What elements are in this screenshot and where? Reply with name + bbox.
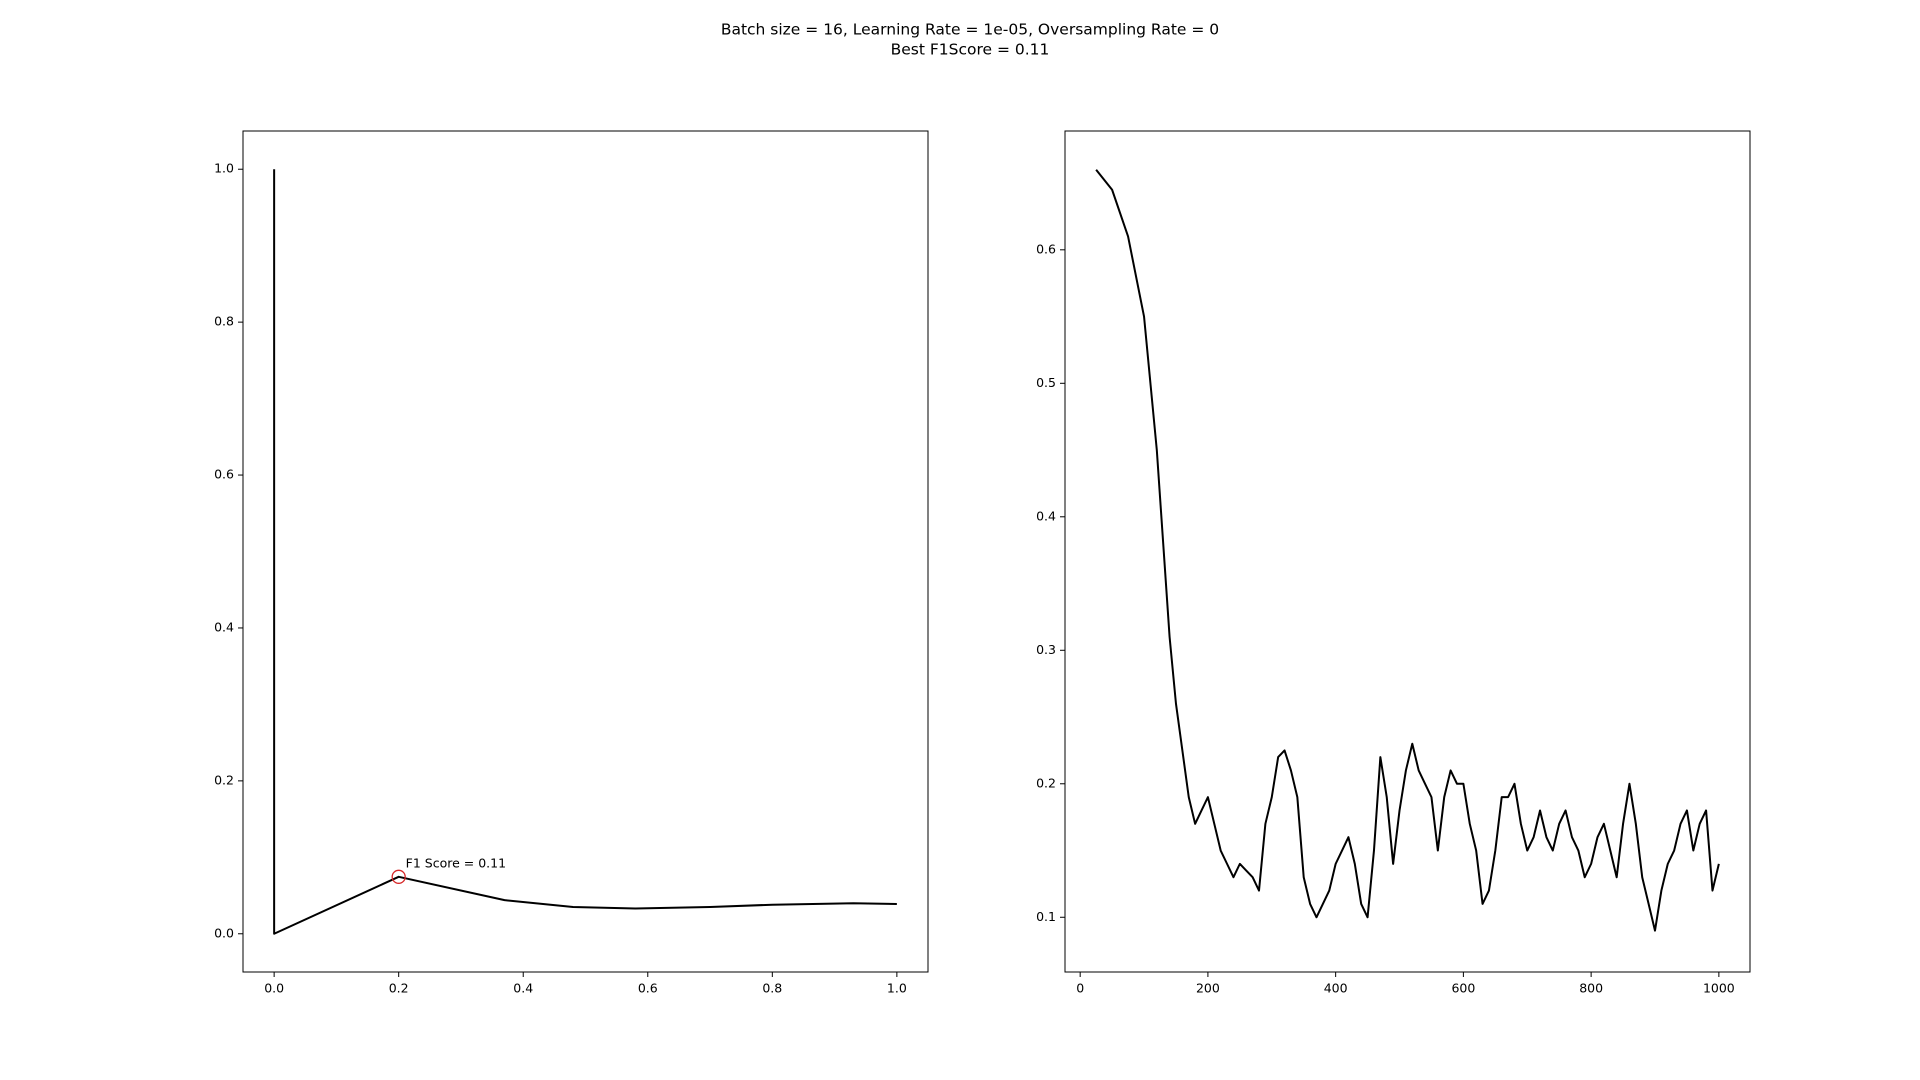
best-point-marker <box>391 869 406 884</box>
x-tick-label: 1000 <box>1703 981 1735 996</box>
x-tick-label: 1.0 <box>887 981 907 996</box>
x-tick-label: 0.4 <box>513 981 533 996</box>
y-tick-label: 0.6 <box>1036 241 1056 256</box>
y-tick-label: 0.4 <box>1036 508 1056 523</box>
y-tick-label: 0.2 <box>1036 775 1056 790</box>
data-line <box>273 169 897 935</box>
x-tick-label: 200 <box>1196 981 1220 996</box>
y-tick-label: 0.1 <box>1036 909 1056 924</box>
axes-frame <box>242 130 929 973</box>
y-tick-label: 0.5 <box>1036 375 1056 390</box>
annotation: F1 Score = 0.11 <box>406 855 506 870</box>
x-tick-label: 600 <box>1451 981 1475 996</box>
y-tick-label: 0.2 <box>214 772 234 787</box>
x-tick-label: 400 <box>1324 981 1348 996</box>
y-tick-label: 0.0 <box>214 925 234 940</box>
y-tick-label: 0.3 <box>1036 642 1056 657</box>
y-tick-label: 0.8 <box>214 314 234 329</box>
figure-title: Batch size = 16, Learning Rate = 1e-05, … <box>721 21 1219 39</box>
figure-subtitle: Best F1Score = 0.11 <box>891 41 1050 59</box>
data-line <box>1095 169 1720 932</box>
x-tick-label: 0 <box>1076 981 1084 996</box>
y-tick-label: 1.0 <box>214 161 234 176</box>
x-tick-label: 0.2 <box>389 981 409 996</box>
x-tick-label: 0.6 <box>638 981 658 996</box>
x-tick-label: 0.8 <box>762 981 782 996</box>
x-tick-label: 0.0 <box>264 981 284 996</box>
y-tick-label: 0.4 <box>214 619 234 634</box>
y-tick-label: 0.6 <box>214 467 234 482</box>
x-tick-label: 800 <box>1579 981 1603 996</box>
axes-frame <box>1064 130 1751 973</box>
